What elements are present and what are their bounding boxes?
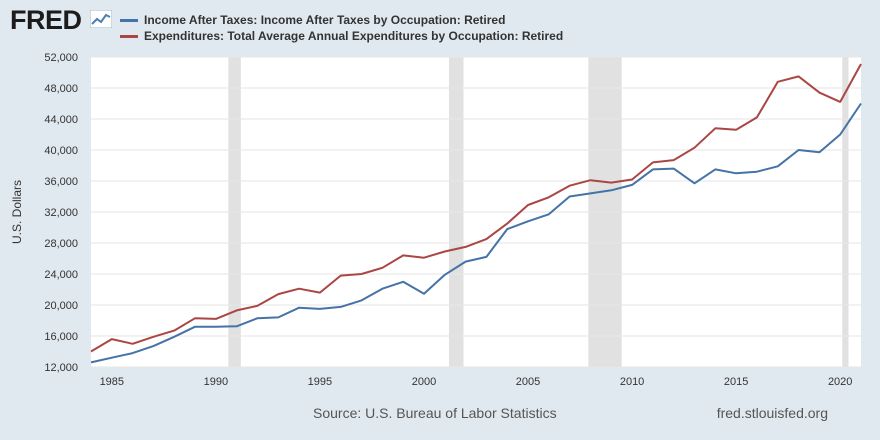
legend-label-expenditures: Expenditures: Total Average Annual Expen… [144,29,564,43]
y-tick-label: 36,000 [44,176,78,188]
series-lines [90,63,862,364]
x-tick-label: 1990 [204,376,228,388]
x-tick-label: 1985 [100,376,124,388]
y-tick-label: 24,000 [44,269,78,281]
x-tick-labels: 1985 1990 1995 2000 2005 2010 2015 2020 [100,376,853,388]
y-tick-label: 32,000 [44,207,78,219]
x-tick-label: 2020 [828,376,852,388]
source-note: Source: U.S. Bureau of Labor Statistics [313,405,557,421]
legend: Income After Taxes: Income After Taxes b… [120,12,563,44]
x-tick-label: 2005 [516,376,540,388]
legend-item-income[interactable]: Income After Taxes: Income After Taxes b… [120,12,563,28]
y-tick-label: 12,000 [44,362,78,374]
fred-logo[interactable]: FRED [10,5,82,35]
y-tick-label: 52,000 [44,52,78,64]
y-tick-label: 40,000 [44,145,78,157]
x-tick-label: 2000 [412,376,436,388]
y-tick-label: 44,000 [44,114,78,126]
x-tick-label: 2015 [724,376,748,388]
legend-swatch-expenditures [120,35,138,38]
legend-swatch-income [120,19,138,22]
legend-item-expenditures[interactable]: Expenditures: Total Average Annual Expen… [120,28,563,44]
line-chart-icon [90,10,112,28]
grid-lines [91,56,861,368]
y-tick-label: 48,000 [44,83,78,95]
x-tick-label: 2010 [620,376,644,388]
series-line-1[interactable] [90,63,862,353]
site-link[interactable]: fred.stlouisfed.org [716,405,828,421]
series-line-0[interactable] [90,102,862,364]
y-tick-label: 16,000 [44,331,78,343]
y-tick-labels: 12,000 16,000 20,000 24,000 28,000 32,000 36,0… [44,52,78,374]
y-tick-label: 20,000 [44,300,78,312]
legend-label-income: Income After Taxes: Income After Taxes b… [144,13,506,27]
x-tick-label: 1995 [308,376,332,388]
y-tick-label: 28,000 [44,238,78,250]
